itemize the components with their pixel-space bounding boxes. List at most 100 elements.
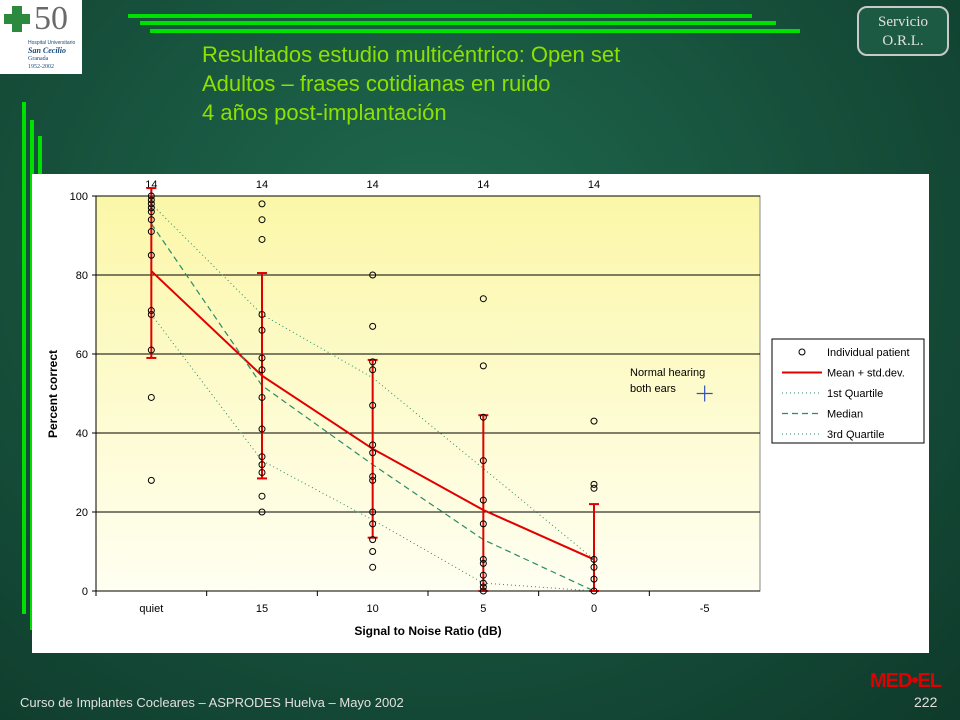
x-tick-label-5: -5 [700, 603, 710, 615]
y-tick-label-80: 80 [76, 270, 88, 282]
x-tick-label-0: quiet [139, 603, 163, 615]
patient-point-4-0 [590, 417, 598, 425]
annotation-line2: both ears [630, 383, 676, 395]
patient-point-0-3 [147, 204, 155, 212]
badge-line2: O.R.L. [882, 33, 924, 49]
normal-hearing-marker [696, 385, 713, 402]
legend-label-0: Individual patient [827, 347, 910, 359]
service-badge: Servicio O.R.L. [857, 6, 949, 56]
patient-point-4-3 [590, 555, 598, 563]
patient-point-2-0 [369, 271, 377, 279]
legend-label-4: 3rd Quartile [827, 429, 884, 441]
patient-point-1-10 [258, 461, 266, 469]
logo-line1: Hospital Universitario [28, 40, 76, 46]
patient-point-2-3 [369, 366, 377, 374]
patient-point-2-11 [369, 536, 377, 544]
deco-vline-1 [22, 102, 26, 614]
count-labels: 14 14 14 14 14 [145, 179, 600, 191]
patient-point-1-11 [258, 469, 266, 476]
x-tick-label-3: 5 [480, 603, 486, 615]
patient-point-3-5 [479, 520, 487, 528]
patient-point-1-2 [258, 235, 266, 243]
annotation: Normal hearing both ears [630, 367, 713, 402]
patient-point-3-0 [479, 295, 487, 303]
x-tick-label-1: 15 [256, 603, 268, 615]
count-label-2: 14 [367, 179, 379, 191]
hospital-logo: 50 Hospital Universitario San Cecilio Gr… [0, 0, 82, 74]
patient-point-1-7 [258, 393, 266, 401]
patient-point-2-1 [369, 322, 377, 330]
deco-hline-3 [150, 29, 800, 33]
page-number: 222 [914, 694, 938, 710]
patient-point-1-6 [258, 366, 266, 374]
patient-point-3-8 [479, 571, 487, 579]
patient-point-2-9 [369, 508, 377, 516]
logo-years: 1952-2002 [28, 64, 54, 70]
patient-point-0-0 [147, 192, 155, 200]
deco-hline-1 [128, 14, 752, 18]
legend: Individual patient Mean + std.dev. 1st Qua… [771, 338, 925, 444]
medel-logo: MED•EL [870, 670, 942, 692]
patient-point-1-13 [258, 508, 266, 516]
legend-label-2: 1st Quartile [827, 388, 883, 400]
count-label-3: 14 [477, 179, 489, 191]
patient-point-3-3 [479, 457, 487, 465]
y-tick-label-0: 0 [82, 586, 88, 598]
patient-point-2-13 [369, 563, 377, 571]
patient-point-2-7 [369, 472, 377, 480]
count-label-1: 14 [256, 179, 268, 191]
patient-point-1-3 [258, 311, 266, 318]
patient-point-3-7 [479, 559, 487, 567]
patient-point-0-10 [147, 346, 155, 354]
title-line3: 4 años post-implantación [202, 100, 447, 125]
x-axis: quiet 15 10 5 0 -5 [95, 590, 760, 615]
footer-text: Curso de Implantes Cocleares – ASPRODES … [20, 695, 404, 710]
slide-title: Resultados estudio multicéntrico: Open s… [202, 40, 620, 127]
badge-line1: Servicio [878, 14, 928, 30]
title-line2: Adultos – frases cotidianas en ruido [202, 71, 551, 96]
legend-label-3: Median [827, 409, 863, 421]
patient-point-0-8 [147, 307, 155, 315]
patient-point-0-2 [147, 200, 155, 208]
patient-point-2-8 [369, 476, 377, 484]
patient-point-0-5 [147, 216, 155, 224]
logo-city: Granada [28, 56, 49, 62]
legend-box [771, 338, 925, 444]
patient-point-4-2 [590, 484, 598, 492]
patient-point-0-4 [147, 208, 155, 216]
y-axis: 0 20 40 60 80 100 [70, 191, 97, 598]
patient-point-3-6 [479, 555, 487, 563]
patient-point-2-6 [369, 449, 377, 457]
individual-points [147, 192, 598, 595]
series-line-3 [150, 203, 595, 560]
patient-point-0-11 [147, 393, 155, 401]
x-tick-label-2: 10 [367, 603, 379, 615]
patient-point-1-9 [258, 453, 266, 461]
patient-point-0-7 [147, 251, 155, 259]
patient-point-2-5 [369, 441, 377, 449]
logo-hospital-name: San Cecilio [28, 46, 67, 55]
patient-point-4-1 [590, 480, 598, 488]
patient-point-3-1 [479, 362, 487, 370]
chart-panel: 0 20 40 60 80 100 quiet 15 10 5 0 -5 14 14 14 14 14 Si… [32, 174, 929, 653]
patient-point-1-4 [258, 326, 266, 334]
patient-point-2-2 [369, 358, 377, 366]
title-line1: Resultados estudio multicéntrico: Open s… [202, 42, 621, 67]
x-tick-label-4: 0 [591, 603, 597, 615]
grid-lines [96, 195, 760, 513]
count-label-4: 14 [588, 179, 600, 191]
deco-hline-2 [140, 21, 776, 25]
patient-point-1-1 [258, 216, 266, 224]
legend-marker-0 [798, 348, 806, 356]
y-tick-label-60: 60 [76, 349, 88, 361]
patient-point-3-10 [479, 583, 487, 591]
patient-point-0-12 [147, 476, 155, 484]
patient-point-2-10 [369, 520, 377, 528]
patient-point-1-8 [258, 425, 266, 433]
patient-point-4-4 [590, 563, 598, 571]
patient-point-1-0 [258, 200, 266, 208]
legend-label-1: Mean + std.dev. [827, 368, 905, 380]
patient-point-3-11 [479, 587, 487, 595]
patient-point-3-2 [479, 413, 487, 421]
